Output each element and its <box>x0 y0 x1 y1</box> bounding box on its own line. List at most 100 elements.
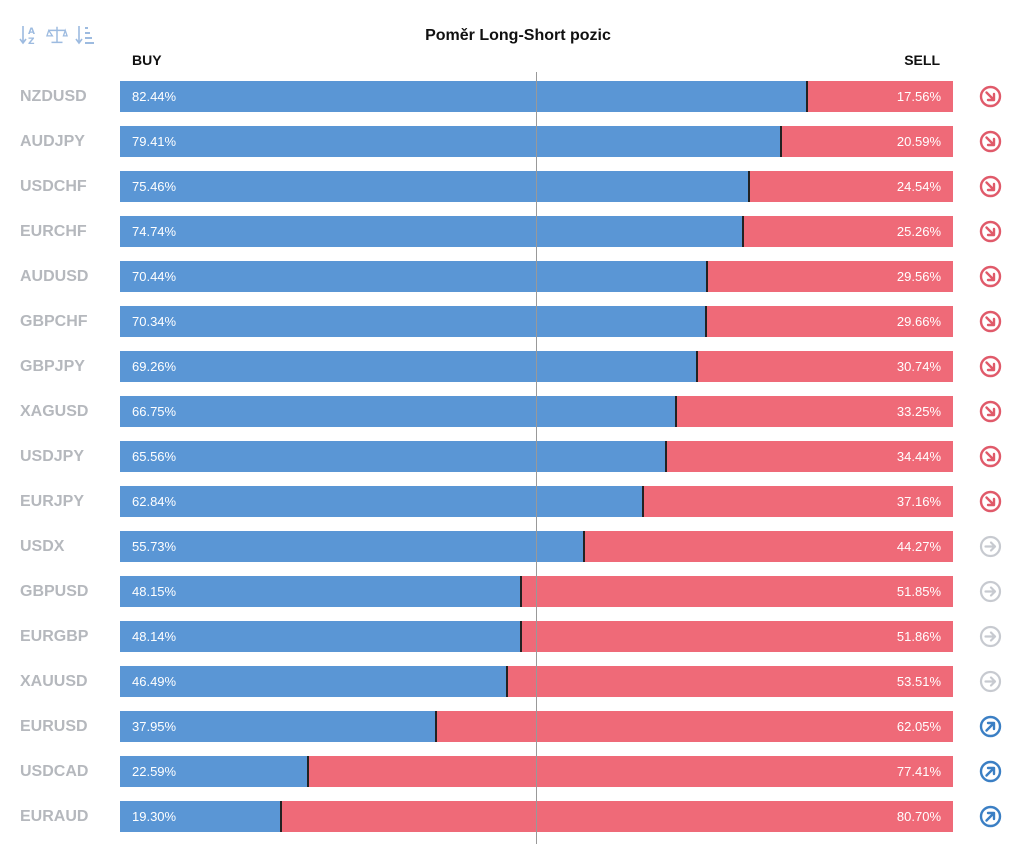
signal-down-icon[interactable] <box>979 400 1002 423</box>
split-marker <box>520 621 522 652</box>
ratio-bar: 19.30% 80.70% <box>120 801 953 832</box>
symbol-label[interactable]: EURCHF <box>20 223 87 240</box>
signal-down-icon[interactable] <box>979 85 1002 108</box>
split-marker <box>520 576 523 607</box>
split-marker <box>705 261 708 292</box>
buy-percentage: 75.46% <box>132 179 177 194</box>
signal-down-icon[interactable] <box>979 355 1002 378</box>
fifty-percent-reference-line <box>536 72 537 844</box>
ratio-bar: 46.49% 53.51% <box>120 666 953 697</box>
split-marker <box>695 351 698 382</box>
signal-down-icon[interactable] <box>979 130 1002 153</box>
ratio-row: USDJPY 65.56% 34.44% <box>0 441 1025 472</box>
ratio-row: GBPJPY 69.26% 30.74% <box>0 351 1025 382</box>
balance-scale-icon[interactable] <box>46 22 68 48</box>
sell-segment <box>280 801 953 832</box>
ratio-bar: 55.73% 44.27% <box>120 531 953 562</box>
buy-percentage: 69.26% <box>132 359 177 374</box>
signal-up-icon[interactable] <box>979 715 1002 738</box>
sort-alpha-icon[interactable]: A Z <box>18 22 40 48</box>
sell-segment <box>676 396 953 427</box>
buy-segment <box>120 531 585 562</box>
buy-segment <box>120 126 782 157</box>
signal-up-icon[interactable] <box>979 760 1002 783</box>
split-marker <box>747 171 750 202</box>
symbol-label[interactable]: GBPJPY <box>20 358 85 375</box>
symbol-label[interactable]: NZDUSD <box>20 88 87 105</box>
ratio-bar: 69.26% 30.74% <box>120 351 953 382</box>
svg-text:A: A <box>28 27 35 37</box>
ratio-row: EURCHF 74.74% 25.26% <box>0 216 1025 247</box>
sort-list-icon[interactable] <box>74 22 96 48</box>
buy-segment <box>120 396 677 427</box>
buy-segment <box>120 171 749 202</box>
buy-segment <box>120 351 697 382</box>
sell-percentage: 53.51% <box>896 674 941 689</box>
sell-segment <box>584 531 953 562</box>
sell-percentage: 51.86% <box>896 629 941 644</box>
signal-up-icon[interactable] <box>979 805 1002 828</box>
buy-segment <box>120 81 807 112</box>
sell-percentage: 17.56% <box>896 89 941 104</box>
signal-down-icon[interactable] <box>979 220 1002 243</box>
symbol-label[interactable]: USDCAD <box>20 763 89 780</box>
symbol-label[interactable]: EURUSD <box>20 718 88 735</box>
buy-percentage: 48.15% <box>132 584 177 599</box>
buy-percentage: 19.30% <box>132 809 177 824</box>
symbol-label[interactable]: USDX <box>20 538 65 555</box>
symbol-label[interactable]: AUDUSD <box>20 268 89 285</box>
symbol-label[interactable]: AUDJPY <box>20 133 85 150</box>
buy-segment <box>120 576 522 607</box>
sell-segment <box>748 171 953 202</box>
ratio-row: NZDUSD 82.44% 17.56% <box>0 81 1025 112</box>
signal-down-icon[interactable] <box>979 310 1002 333</box>
symbol-label[interactable]: USDJPY <box>20 448 85 465</box>
symbol-label[interactable]: EURJPY <box>20 493 85 510</box>
chart-title: Poměr Long-Short pozic <box>425 27 611 44</box>
signal-down-icon[interactable] <box>979 175 1002 198</box>
symbol-label[interactable]: XAUUSD <box>20 673 88 690</box>
ratio-row: EURGBP 48.14% 51.86% <box>0 621 1025 652</box>
buy-percentage: 22.59% <box>132 764 177 779</box>
ratio-bar: 62.84% 37.16% <box>120 486 953 517</box>
symbol-label[interactable]: EURGBP <box>20 628 89 645</box>
sell-percentage: 80.70% <box>896 809 941 824</box>
sell-segment <box>781 126 953 157</box>
buy-column-label: BUY <box>132 52 162 68</box>
buy-percentage: 65.56% <box>132 449 177 464</box>
symbol-label[interactable]: GBPUSD <box>20 583 89 600</box>
signal-down-icon[interactable] <box>979 445 1002 468</box>
ratio-row: AUDJPY 79.41% 20.59% <box>0 126 1025 157</box>
split-marker <box>307 756 310 787</box>
sell-segment <box>308 756 953 787</box>
svg-text:Z: Z <box>28 37 35 47</box>
split-marker <box>506 666 509 697</box>
sell-segment <box>696 351 953 382</box>
symbol-label[interactable]: GBPCHF <box>20 313 88 330</box>
buy-percentage: 37.95% <box>132 719 177 734</box>
buy-segment <box>120 261 707 292</box>
buy-segment <box>120 711 437 742</box>
sell-segment <box>705 306 953 337</box>
buy-percentage: 70.44% <box>132 269 177 284</box>
ratio-row: EURUSD 37.95% 62.05% <box>0 711 1025 742</box>
signal-neutral-icon[interactable] <box>979 580 1002 603</box>
ratio-bar: 65.56% 34.44% <box>120 441 953 472</box>
signal-neutral-icon[interactable] <box>979 625 1002 648</box>
signal-neutral-icon[interactable] <box>979 670 1002 693</box>
buy-percentage: 55.73% <box>132 539 177 554</box>
buy-percentage: 48.14% <box>132 629 177 644</box>
signal-down-icon[interactable] <box>979 490 1002 513</box>
sell-percentage: 30.74% <box>896 359 941 374</box>
signal-neutral-icon[interactable] <box>979 535 1002 558</box>
sell-segment <box>643 486 953 517</box>
sell-percentage: 25.26% <box>896 224 941 239</box>
symbol-label[interactable]: EURAUD <box>20 808 89 825</box>
signal-down-icon[interactable] <box>979 265 1002 288</box>
symbol-label[interactable]: XAGUSD <box>20 403 89 420</box>
buy-segment <box>120 216 743 247</box>
toolbar: A Z <box>18 22 96 48</box>
sell-segment <box>436 711 953 742</box>
symbol-label[interactable]: USDCHF <box>20 178 87 195</box>
ratio-row: USDCAD 22.59% 77.41% <box>0 756 1025 787</box>
